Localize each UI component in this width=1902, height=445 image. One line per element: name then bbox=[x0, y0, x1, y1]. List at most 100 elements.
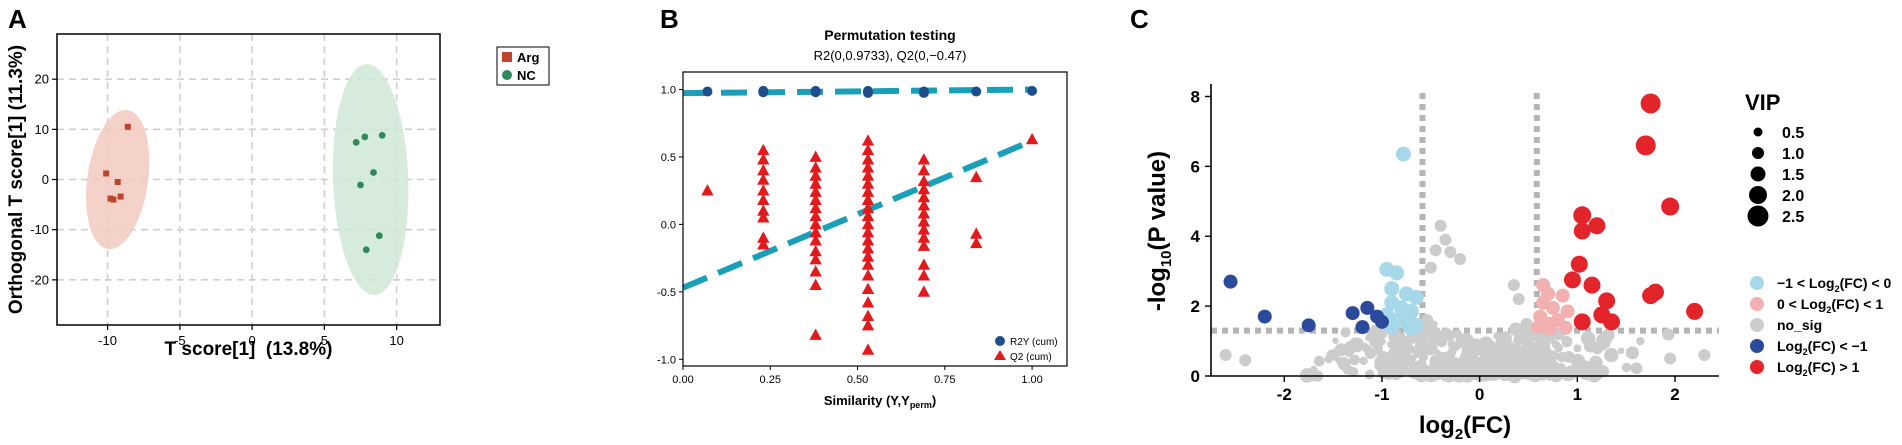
x-tick-label: 0.00 bbox=[672, 374, 693, 386]
vip-size-label: 2.0 bbox=[1782, 188, 1804, 205]
x-tick-label: 1 bbox=[1573, 385, 1582, 404]
x-tick-label: 0 bbox=[248, 333, 255, 348]
panel-c-x-label-main: log bbox=[1419, 412, 1455, 439]
no-sig-point bbox=[1664, 352, 1677, 365]
q2-point bbox=[757, 211, 770, 223]
q2-point bbox=[917, 199, 931, 211]
q2-point bbox=[809, 150, 822, 162]
q2-point bbox=[917, 174, 931, 187]
q2-point bbox=[917, 215, 931, 227]
panel-label-b: B bbox=[660, 4, 679, 34]
panel-b-subtitle: R2(0,0.9733), Q2(0,−0.47) bbox=[814, 48, 967, 63]
no-sig-point bbox=[1507, 279, 1520, 292]
r2-point bbox=[1027, 85, 1038, 96]
panel-b-ticks: 0.00 0.25 0.50 0.75 1.00 -1.0 -0.5 0.0 0.5 1.0 bbox=[657, 85, 1043, 386]
legend-label-grey: no_sig bbox=[1777, 317, 1822, 333]
panel-b-frame bbox=[682, 71, 1068, 367]
y-tick-label: -20 bbox=[30, 272, 49, 287]
q2-point bbox=[757, 184, 770, 196]
no-sig-point bbox=[1546, 350, 1559, 362]
panel-c-threshold-lines bbox=[1211, 92, 1719, 376]
legend-label-sub: 2 bbox=[1835, 284, 1840, 294]
no-sig-point bbox=[1342, 364, 1352, 374]
no-sig-point bbox=[1564, 365, 1577, 377]
darkblue-point bbox=[1223, 274, 1238, 289]
no-sig-point bbox=[1434, 219, 1447, 232]
no-sig-point bbox=[1377, 338, 1385, 346]
q2-point bbox=[917, 223, 931, 235]
no-sig-point bbox=[1375, 347, 1383, 355]
q2-point bbox=[861, 309, 875, 321]
no-sig-point bbox=[1602, 336, 1612, 346]
point-arg bbox=[103, 170, 110, 177]
panel-a-ticks: -10 -5 0 5 10 -20 -10 0 10 20 bbox=[30, 72, 404, 348]
no-sig-point bbox=[1495, 367, 1503, 374]
q2-point bbox=[861, 193, 875, 205]
q2-point bbox=[917, 153, 931, 165]
no-sig-point bbox=[1219, 349, 1232, 362]
no-sig-point bbox=[1492, 349, 1499, 357]
legend-label-nc: NC bbox=[517, 68, 536, 83]
legend-marker-pink bbox=[1750, 297, 1764, 311]
legend-label-darkblue: Log2(FC) < −1 bbox=[1777, 338, 1868, 357]
y-tick-label: 8 bbox=[1191, 87, 1200, 106]
q2-point bbox=[701, 184, 714, 196]
darkblue-point bbox=[1374, 314, 1389, 329]
vip-size-marker bbox=[1749, 186, 1767, 204]
q2-point bbox=[917, 269, 931, 281]
no-sig-point bbox=[1493, 332, 1501, 340]
legend-marker-r2y bbox=[995, 336, 1005, 346]
q2-point bbox=[809, 278, 822, 290]
no-sig-point bbox=[1429, 244, 1442, 257]
darkblue-point bbox=[1257, 309, 1272, 324]
no-sig-point bbox=[1313, 355, 1325, 367]
no-sig-point bbox=[1309, 365, 1318, 375]
panel-c-ticks: -2 -1 0 1 2 0 2 4 6 8 bbox=[1191, 87, 1680, 404]
point-arg bbox=[117, 193, 124, 200]
x-tick-label: 0 bbox=[1475, 385, 1484, 404]
x-tick-label: 2 bbox=[1670, 385, 1679, 404]
q2-point bbox=[917, 182, 931, 195]
y-tick-label: -0.5 bbox=[657, 287, 676, 299]
point-nc bbox=[378, 131, 386, 139]
lightblue-point bbox=[1403, 321, 1419, 337]
q2-point bbox=[809, 169, 822, 181]
r2-point bbox=[863, 85, 874, 96]
no-sig-point bbox=[1339, 343, 1348, 352]
legend-label-text: 0 < Log bbox=[1777, 296, 1826, 312]
r2-point bbox=[918, 86, 929, 97]
y-tick-label: 10 bbox=[35, 122, 49, 137]
red-point bbox=[1573, 313, 1591, 331]
legend-marker-lightblue bbox=[1750, 276, 1764, 290]
x-tick-label: 0.50 bbox=[847, 374, 868, 386]
no-sig-point bbox=[1359, 356, 1368, 366]
q2-point bbox=[861, 209, 875, 222]
no-sig-point bbox=[1502, 352, 1517, 367]
point-arg bbox=[124, 123, 131, 130]
no-sig-point bbox=[1461, 341, 1477, 357]
panel-label-c: C bbox=[1130, 4, 1149, 34]
y-tick-label: 1.0 bbox=[661, 85, 676, 97]
x-tick-label: -5 bbox=[174, 333, 186, 348]
red-point bbox=[1570, 255, 1588, 273]
pink-point bbox=[1542, 321, 1557, 336]
x-tick-label: -1 bbox=[1374, 385, 1389, 404]
x-tick-label: 0.75 bbox=[934, 374, 955, 386]
red-point bbox=[1640, 93, 1661, 114]
y-tick-label: 20 bbox=[35, 72, 49, 87]
no-sig-point bbox=[1514, 331, 1525, 342]
point-nc bbox=[361, 133, 369, 141]
lightblue-point bbox=[1384, 281, 1400, 297]
red-point bbox=[1661, 197, 1680, 216]
no-sig-point bbox=[1662, 328, 1675, 341]
panel-c-x-label-end: (FC) bbox=[1463, 412, 1511, 439]
q2-point bbox=[861, 296, 875, 308]
no-sig-point bbox=[1435, 366, 1449, 380]
legend-label-text: (FC) < −1 bbox=[1808, 338, 1868, 354]
no-sig-point bbox=[1392, 348, 1400, 356]
legend-marker-q2 bbox=[994, 350, 1006, 360]
panel-a-legend: Arg NC bbox=[496, 46, 550, 86]
q2-point bbox=[861, 282, 875, 295]
q2-point bbox=[757, 163, 770, 176]
